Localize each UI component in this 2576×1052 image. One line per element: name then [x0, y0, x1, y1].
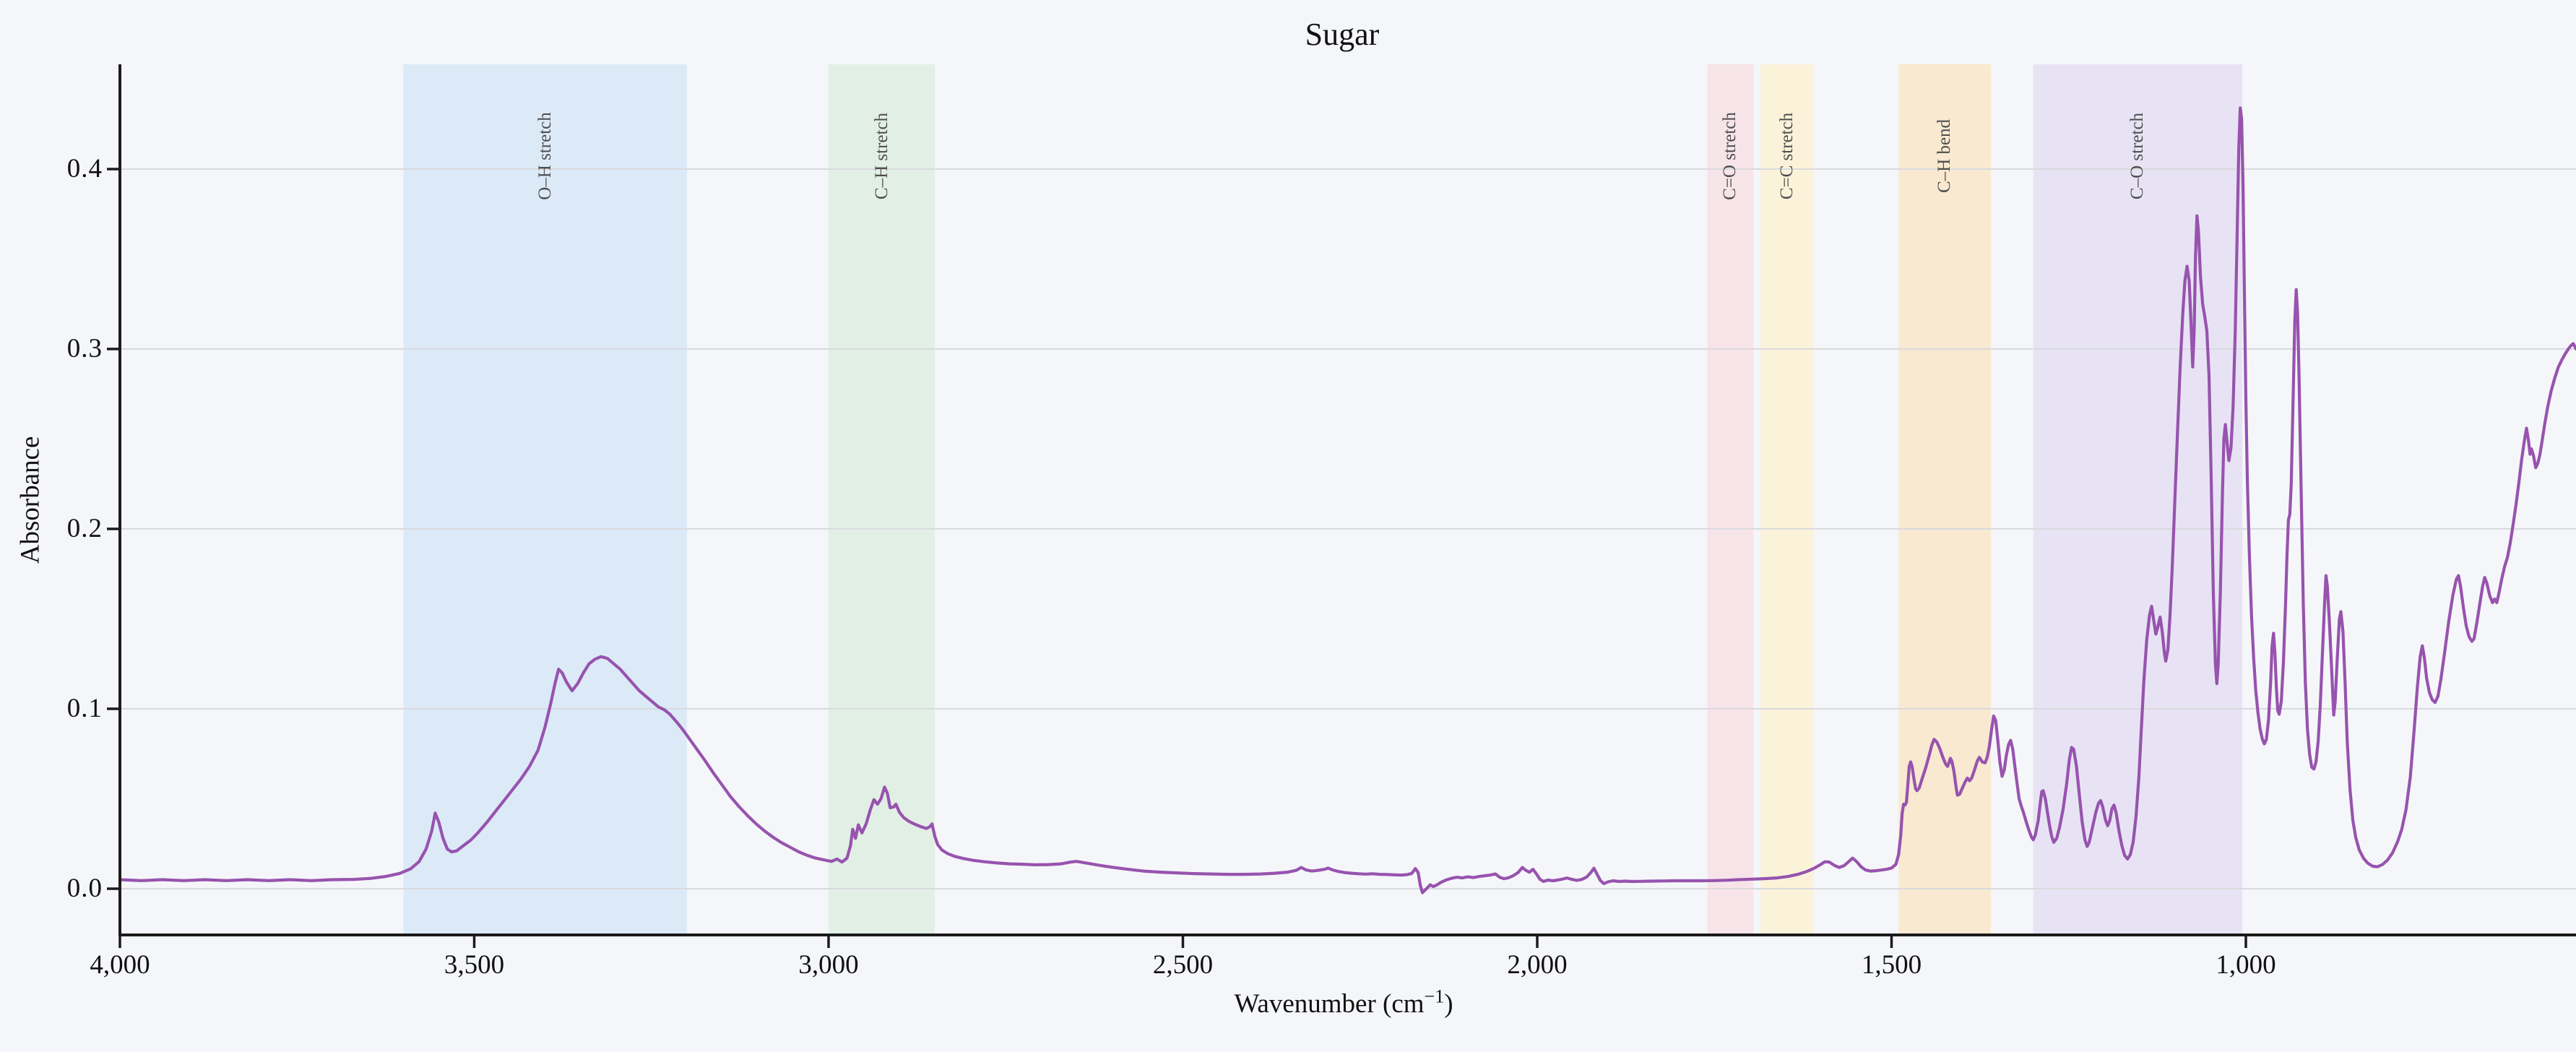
x-axis-title: Wavenumber (cm−1) — [1234, 986, 1453, 1019]
chart-title: Sugar — [1305, 17, 1380, 52]
x-axis-title-superscript: −1 — [1424, 986, 1445, 1007]
band-region-c-o-stretch — [1707, 64, 1754, 935]
band-region-c-h-bend — [1898, 64, 1991, 935]
spectrum-curve — [118, 106, 2576, 894]
band-region-c-c-stretch — [1760, 64, 1814, 935]
band-region-c-h-stretch — [829, 64, 935, 935]
x-axis-title-close-paren: ) — [1444, 989, 1453, 1019]
band-region-o-h-stretch — [403, 64, 687, 935]
x-axis-title-text: Wavenumber (cm — [1234, 989, 1425, 1019]
y-axis-title: Absorbance — [15, 436, 46, 564]
